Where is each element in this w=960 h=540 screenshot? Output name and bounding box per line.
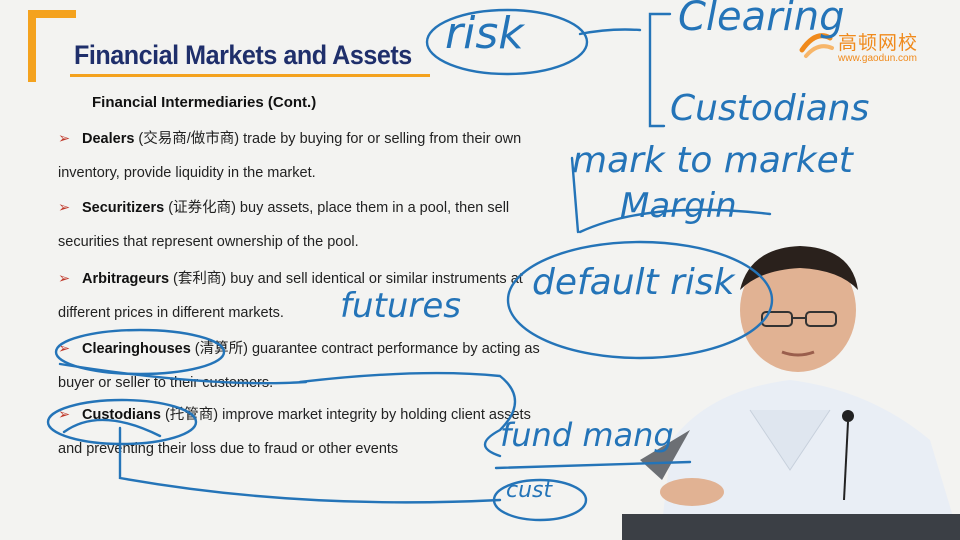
bullet-term: Securitizers (82, 200, 165, 216)
bullet-cn: (清算所) (190, 341, 248, 357)
bullet-dealers: ➢ Dealers (交易商/做市商) trade by buying for o… (58, 122, 658, 190)
title-corner-bracket-top (28, 10, 76, 18)
bullet-cn: (证券化商) (164, 200, 236, 216)
risk-circle (425, 8, 589, 76)
bullet-text-continued: and preventing their loss due to fraud o… (58, 441, 399, 457)
annotation-futures: futures (340, 286, 462, 326)
bullet-term: Arbitrageurs (82, 271, 170, 287)
bullet-text: buy assets, place them in a pool, then s… (235, 200, 510, 216)
slide-title: Financial Markets and Assets (74, 40, 412, 70)
annotation-risk: risk (445, 8, 524, 59)
podium (622, 514, 960, 540)
bullet-text-continued: different prices in different markets. (58, 305, 284, 321)
slide-subtitle: Financial Intermediaries (Cont.) (92, 94, 317, 111)
bullet-clearinghouses: ➢ Clearinghouses (清算所) guarantee contract… (58, 332, 658, 400)
arrow-bullet-icon: ➢ (58, 407, 71, 423)
annotation-cust: cust (506, 478, 553, 503)
title-corner-bracket (28, 10, 36, 82)
logo-url: www.gaodun.com (838, 53, 917, 64)
bullet-text: buy and sell identical or similar instru… (226, 271, 523, 287)
bullet-securitizers: ➢ Securitizers (证券化商) buy assets, place t… (58, 191, 658, 259)
bullet-term: Dealers (82, 131, 135, 147)
annotation-mark-to-market: mark to market (572, 140, 853, 181)
bullet-text: trade by buying for or selling from thei… (239, 131, 522, 147)
annotation-margin: Margin (620, 186, 737, 226)
bullet-custodians: ➢ Custodians (托管商) improve market integri… (58, 398, 658, 466)
annotation-fund-mang: fund mang (500, 416, 674, 454)
bullet-text-continued: buyer or seller to their customers. (58, 375, 274, 391)
bullet-arbitrageurs: ➢ Arbitrageurs (套利商) buy and sell identic… (58, 262, 658, 330)
arrow-bullet-icon: ➢ (58, 131, 71, 147)
arrow-bullet-icon: ➢ (58, 200, 71, 216)
annotation-custodians: Custodians (670, 88, 870, 129)
bullet-text: guarantee contract performance by acting… (247, 341, 540, 357)
default-risk-circle (506, 240, 774, 360)
bullet-text-continued: inventory, provide liquidity in the mark… (58, 165, 316, 181)
bullet-term: Clearinghouses (82, 341, 191, 357)
logo-text-cn: 高顿网校 (838, 32, 919, 54)
arrow-bullet-icon: ➢ (58, 271, 71, 287)
bullet-cn: (套利商) (169, 271, 227, 287)
bullet-text-continued: securities that represent ownership of t… (58, 234, 359, 250)
annotation-default-risk: default risk (532, 262, 735, 303)
logo-mark-icon (799, 33, 834, 58)
bullet-text: improve market integrity by holding clie… (218, 407, 531, 423)
title-underline (70, 74, 430, 77)
bullet-cn: (交易商/做市商) (134, 131, 240, 147)
presenter-video (640, 246, 960, 540)
custodians-circle (46, 398, 198, 446)
annotation-clearing: Clearing (678, 0, 845, 40)
gaodun-logo: 高顿网校 www.gaodun.com (796, 24, 946, 70)
